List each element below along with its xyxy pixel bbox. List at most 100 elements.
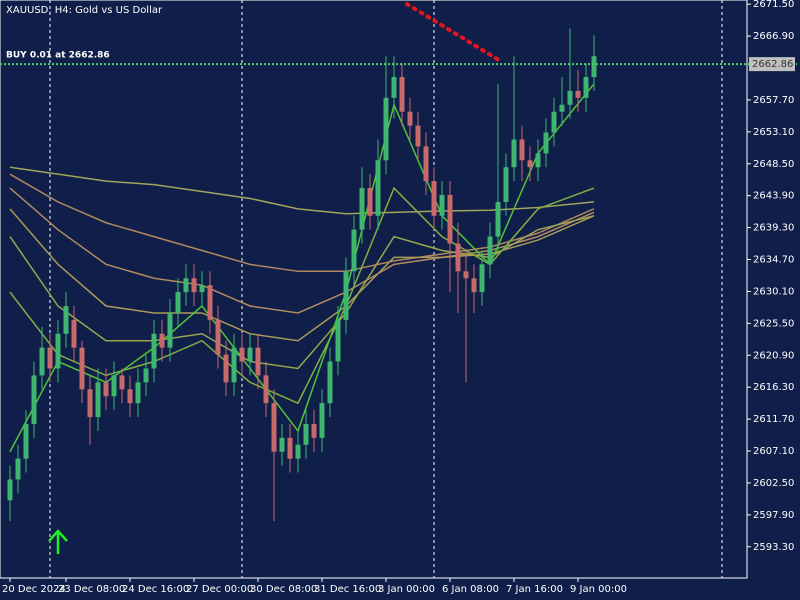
price-label: 2662.86	[752, 59, 793, 70]
candle-body	[191, 278, 197, 293]
candle-body	[423, 146, 429, 182]
candle-body	[111, 375, 117, 397]
candle-body	[551, 111, 557, 133]
candle-body	[95, 382, 101, 418]
candle-body	[183, 278, 189, 293]
candle-body	[583, 77, 589, 98]
y-tick-label: 2630.10	[753, 286, 794, 297]
candle-body	[447, 194, 453, 244]
candle-body	[55, 333, 61, 369]
candle-body	[471, 278, 477, 293]
order-label: BUY 0.01 at 2662.86	[6, 51, 110, 61]
candle-body	[15, 458, 21, 480]
candle-body	[431, 181, 437, 216]
y-tick-label: 2611.70	[753, 414, 794, 425]
candle-body	[327, 361, 333, 404]
candle-body	[295, 444, 301, 459]
moving-average	[9, 166, 595, 215]
candle-body	[223, 354, 229, 383]
y-tick-label: 2666.90	[753, 31, 794, 42]
x-tick-label: 24 Dec 16:00	[122, 584, 189, 595]
candle-body	[391, 77, 397, 98]
candle-body	[415, 125, 421, 147]
chart-title: XAUUSD, H4: Gold vs US Dollar	[6, 5, 163, 16]
x-tick-label: 9 Jan 00:00	[570, 584, 627, 595]
x-tick-label: 30 Dec 08:00	[250, 584, 317, 595]
candle-body	[279, 437, 285, 452]
candle-body	[287, 437, 293, 459]
candle-body	[383, 97, 389, 161]
candle-body	[175, 292, 181, 313]
x-tick-label: 6 Jan 08:00	[442, 584, 499, 595]
y-tick-label: 2643.90	[753, 191, 794, 202]
candle-body	[527, 160, 533, 168]
candle-body	[303, 423, 309, 445]
y-tick-label: 2653.10	[753, 127, 794, 138]
candle-body	[71, 319, 77, 348]
candle-body	[567, 90, 573, 105]
candle-body	[463, 271, 469, 279]
candle-body	[87, 389, 93, 418]
candle-body	[23, 423, 29, 459]
candle-body	[439, 194, 445, 216]
candle-body	[503, 167, 509, 202]
candle-body	[135, 382, 141, 404]
candle-body	[231, 347, 237, 383]
candle-body	[7, 479, 13, 501]
candle-body	[311, 423, 317, 438]
y-tick-label: 2657.70	[753, 95, 794, 106]
candle-body	[119, 375, 125, 390]
candle-body	[591, 56, 597, 78]
y-tick-label: 2593.30	[753, 542, 794, 553]
y-tick-label: 2597.90	[753, 510, 794, 521]
candle-body	[151, 333, 157, 369]
candle-body	[479, 264, 485, 293]
candle-body	[407, 111, 413, 126]
y-tick-label: 2607.10	[753, 446, 794, 457]
candle-body	[31, 375, 37, 424]
x-tick-label: 3 Jan 00:00	[378, 584, 435, 595]
candle-body	[47, 347, 53, 369]
plot-border	[0, 0, 748, 579]
x-tick-label: 20 Dec 2024	[2, 584, 66, 595]
candle-body	[239, 347, 245, 362]
x-tick-label: 7 Jan 16:00	[506, 584, 563, 595]
y-tick-label: 2671.50	[753, 0, 794, 10]
candle-body	[319, 403, 325, 438]
candle-body	[575, 90, 581, 98]
candle-body	[271, 403, 277, 452]
y-tick-label: 2616.30	[753, 382, 794, 393]
candle-body	[535, 153, 541, 168]
candle-body	[207, 285, 213, 320]
y-tick-label: 2625.50	[753, 318, 794, 329]
candle-body	[351, 229, 357, 272]
candle-body	[159, 333, 165, 348]
candle-body	[511, 139, 517, 168]
candle-body	[79, 347, 85, 390]
y-tick-label: 2634.70	[753, 255, 794, 266]
x-tick-label: 27 Dec 00:00	[186, 584, 253, 595]
trend-line	[405, 2, 504, 64]
candle-body	[39, 347, 45, 376]
candle-body	[343, 271, 349, 320]
candle-body	[375, 160, 381, 216]
x-tick-label: 23 Dec 08:00	[58, 584, 125, 595]
candle-body	[335, 319, 341, 362]
y-tick-label: 2602.50	[753, 478, 794, 489]
candle-body	[199, 285, 205, 293]
x-tick-label: 31 Dec 16:00	[314, 584, 381, 595]
period-separators	[49, 0, 723, 578]
candle-body	[255, 347, 261, 376]
candle-body	[543, 132, 549, 154]
candle-body	[167, 312, 173, 348]
candle-body	[143, 368, 149, 383]
candle-body	[63, 306, 69, 334]
y-tick-label: 2620.90	[753, 350, 794, 361]
y-tick-label: 2639.30	[753, 223, 794, 234]
candle-body	[359, 188, 365, 230]
buy-arrow	[48, 529, 68, 554]
plot	[7, 28, 597, 522]
candle-body	[519, 139, 525, 161]
y-tick-label: 2648.50	[753, 159, 794, 170]
